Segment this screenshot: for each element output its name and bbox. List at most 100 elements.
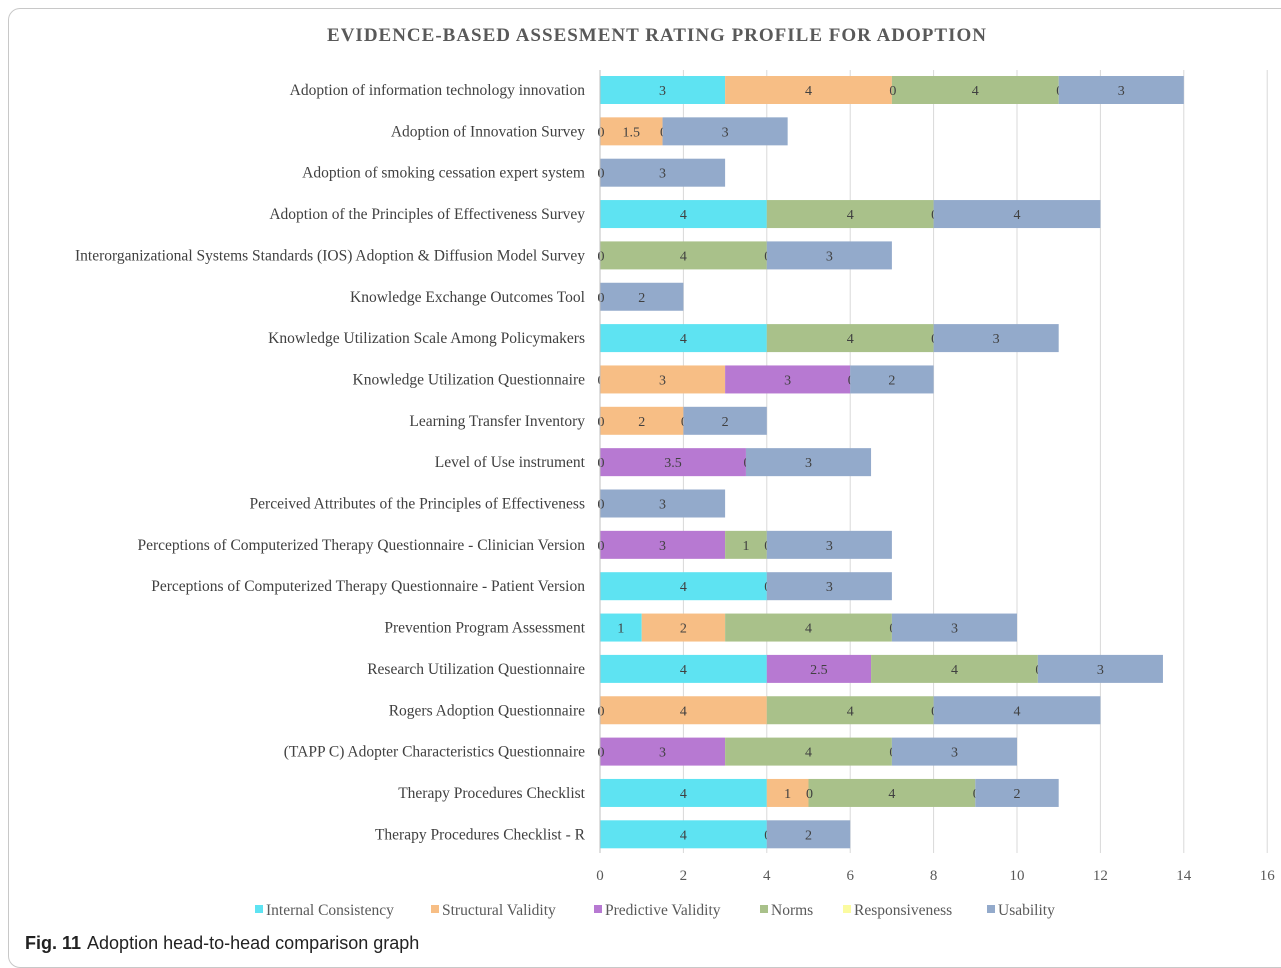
data-label: 4: [680, 828, 687, 843]
bar-segment: [600, 241, 767, 270]
data-label: 3: [805, 456, 812, 471]
stacked-bar-chart: EVIDENCE-BASED ASSESMENT RATING PROFILE …: [75, 25, 1275, 919]
bar-segment: [745, 448, 872, 477]
bar-segment: [600, 654, 767, 683]
category-label: Knowledge Utilization Scale Among Policy…: [268, 330, 585, 347]
bar-segment: [600, 572, 767, 601]
category-label: (TAPP C) Adopter Characteristics Questio…: [284, 744, 585, 761]
data-label: 4: [847, 332, 854, 347]
data-label: 3: [659, 84, 666, 99]
bar-segment: [871, 654, 1038, 683]
category-label: Therapy Procedures Checklist: [398, 785, 585, 802]
category-label: Adoption of Innovation Survey: [391, 123, 585, 140]
bar-segment: [933, 324, 1059, 353]
data-label: 4: [680, 580, 687, 595]
x-tick-label: 14: [1176, 868, 1192, 884]
data-label: 4: [680, 704, 687, 719]
data-label: 1: [617, 622, 624, 637]
data-label: 2.5: [810, 663, 828, 678]
data-label: 3: [1097, 663, 1104, 678]
category-label: Level of Use instrument: [435, 454, 586, 471]
data-label: 2: [638, 415, 645, 430]
data-label: 3: [722, 125, 729, 140]
bar-segment: [600, 530, 726, 559]
data-label: 4: [680, 249, 687, 264]
bar-segment: [766, 572, 892, 601]
data-label: 1: [784, 787, 791, 802]
data-label: 4: [972, 84, 979, 99]
category-label: Adoption of the Principles of Effectiven…: [269, 206, 585, 223]
bar-segment: [600, 448, 746, 477]
data-label: 0: [806, 787, 813, 802]
bar-segment: [808, 778, 976, 807]
bar-segment: [891, 737, 1017, 766]
figure-caption-text: Adoption head-to-head comparison graph: [87, 933, 420, 953]
data-label: 3.5: [664, 456, 682, 471]
legend-label: Predictive Validity: [605, 902, 721, 919]
bar-segment: [975, 778, 1059, 807]
legend-swatch: [987, 905, 995, 913]
data-label: 3: [1118, 84, 1125, 99]
legend-label: Structural Validity: [442, 902, 556, 919]
x-tick-label: 2: [680, 868, 688, 884]
data-label: 0: [598, 704, 605, 719]
bar-segment: [725, 365, 851, 394]
data-label: 4: [847, 208, 854, 223]
bar-segment: [600, 158, 726, 187]
data-label: 4: [805, 746, 812, 761]
category-label: Adoption of information technology innov…: [290, 82, 586, 99]
legend-swatch: [431, 905, 439, 913]
bar-segment: [766, 200, 934, 229]
data-label: 4: [805, 84, 812, 99]
data-label: 4: [680, 787, 687, 802]
data-label: 0: [598, 415, 605, 430]
category-label: Research Utilization Questionnaire: [367, 661, 585, 678]
category-label: Rogers Adoption Questionnaire: [389, 702, 585, 719]
bar-segment: [600, 737, 726, 766]
bar-segment: [662, 117, 788, 146]
legend-swatch: [255, 905, 263, 913]
data-label: 1.5: [623, 125, 641, 140]
chart-title: EVIDENCE-BASED ASSESMENT RATING PROFILE …: [327, 25, 987, 46]
bar-segment: [641, 613, 726, 642]
data-label: 0: [598, 539, 605, 554]
bar-segment: [766, 241, 892, 270]
category-label: Perceived Attributes of the Principles o…: [250, 496, 585, 513]
bar-segment: [1058, 76, 1184, 104]
legend-swatch: [760, 905, 768, 913]
data-label: 4: [951, 663, 958, 678]
legend-label: Internal Consistency: [266, 902, 394, 919]
data-label: 1: [742, 539, 749, 554]
data-label: 3: [951, 746, 958, 761]
bar-segment: [600, 489, 726, 518]
legend-label: Norms: [771, 902, 813, 919]
data-label: 4: [680, 208, 687, 223]
category-label: Knowledge Utilization Questionnaire: [353, 371, 586, 388]
data-label: 2: [1014, 787, 1021, 802]
data-label: 0: [598, 125, 605, 140]
bar-segment: [600, 820, 767, 849]
data-label: 3: [659, 167, 666, 182]
x-tick-label: 6: [846, 868, 854, 884]
category-label: Learning Transfer Inventory: [409, 413, 585, 430]
data-label: 0: [598, 746, 605, 761]
data-label: 3: [659, 539, 666, 554]
data-label: 2: [638, 291, 645, 306]
data-label: 3: [659, 746, 666, 761]
data-label: 0: [889, 84, 896, 99]
data-label: 0: [598, 498, 605, 513]
figure-label: Fig. 11: [25, 933, 82, 953]
bar-segment: [766, 654, 872, 683]
data-label: 2: [805, 828, 812, 843]
data-label: 3: [659, 373, 666, 388]
bar-segment: [725, 613, 892, 642]
bar-segment: [725, 530, 767, 559]
bar-segment: [933, 200, 1101, 229]
bar-segment: [600, 76, 726, 104]
bar-segment: [933, 696, 1101, 725]
data-label: 3: [826, 539, 833, 554]
category-label: Interorganizational Systems Standards (I…: [75, 247, 585, 264]
category-label: Perceptions of Computerized Therapy Ques…: [137, 537, 585, 554]
data-label: 4: [805, 622, 812, 637]
x-tick-label: 12: [1093, 868, 1108, 884]
